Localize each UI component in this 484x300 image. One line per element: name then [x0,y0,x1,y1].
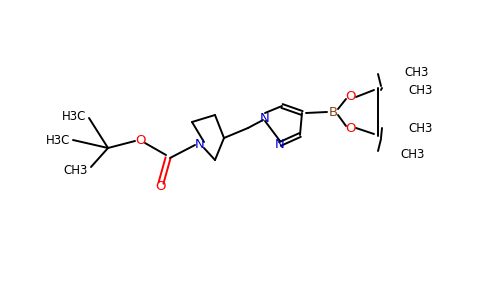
Text: B: B [329,106,337,118]
Text: CH3: CH3 [63,164,88,176]
Text: H3C: H3C [45,134,70,146]
Text: H3C: H3C [61,110,86,122]
Text: N: N [260,112,270,124]
Text: O: O [346,91,356,103]
Text: CH3: CH3 [408,122,432,134]
Text: O: O [346,122,356,134]
Text: CH3: CH3 [400,148,424,161]
Text: O: O [135,134,145,148]
Text: N: N [195,139,205,152]
Text: CH3: CH3 [404,65,428,79]
Text: N: N [275,137,285,151]
Text: CH3: CH3 [408,83,432,97]
Text: O: O [156,179,166,193]
